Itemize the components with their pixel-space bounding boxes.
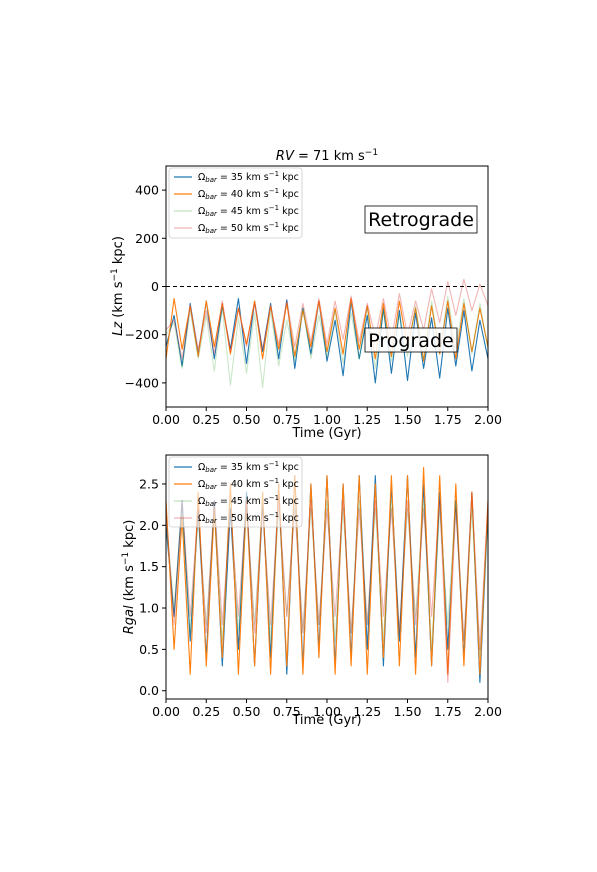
rgal-panel: 0.00 0.25 0.50 0.75 1.00 1.25 1.50 1.75 2.00 0.0…: [121, 454, 502, 728]
lz-panel: RV = 71 km s−1 0.00 0.25 0.50 0.75 1.00 1.25 1…: [110, 148, 502, 441]
lz-y-tick-label: −400: [125, 375, 159, 390]
rgal-x-tick-label: 0.50: [233, 704, 261, 719]
prograde-label: Prograde: [368, 330, 453, 352]
rgal-y-tick-label: 0.5: [139, 642, 159, 657]
lz-x-tick-label: 0.00: [152, 412, 180, 427]
lz-x-ticks: 0.00 0.25 0.50 0.75 1.00 1.25 1.50 1.75 2.00: [152, 407, 502, 427]
retrograde-annotation: Retrograde: [364, 205, 478, 234]
lz-x-tick-label: 0.75: [273, 412, 301, 427]
rgal-y-tick-label: 1.0: [139, 601, 159, 616]
retrograde-label: Retrograde: [368, 209, 474, 231]
rgal-series-line-4: [166, 491, 488, 684]
lz-x-tick-label: 1.25: [353, 412, 381, 427]
rgal-x-tick-label: 1.50: [394, 704, 422, 719]
lz-y-tick-label: 0: [151, 279, 159, 294]
rgal-y-tick-label: 2.0: [139, 518, 159, 533]
rgal-x-tick-label: 0.00: [152, 704, 180, 719]
rgal-xlabel: Time (Gyr): [291, 713, 361, 728]
lz-x-tick-label: 0.25: [192, 412, 220, 427]
lz-y-tick-label: 200: [135, 231, 159, 246]
lz-title: RV = 71 km s−1: [276, 148, 378, 164]
rgal-x-tick-label: 1.75: [434, 704, 462, 719]
rgal-series-group: [166, 466, 488, 684]
lz-ylabel: Lz (km s−1 kpc): [110, 236, 126, 336]
rgal-legend: Ωbar = 35 km s−1 kpc Ωbar = 40 km s−1 kp…: [168, 456, 303, 528]
lz-xlabel: Time (Gyr): [291, 426, 361, 441]
lz-y-ticks: −400 −200 0 200 400: [125, 183, 166, 390]
rgal-series-line-3: [166, 499, 488, 659]
lz-y-tick-label: −200: [125, 327, 159, 342]
rgal-legend-box: [168, 456, 303, 528]
lz-x-tick-label: 2.00: [474, 412, 502, 427]
lz-y-tick-label: 400: [135, 183, 159, 198]
rgal-x-ticks: 0.00 0.25 0.50 0.75 1.00 1.25 1.50 1.75 2.00: [152, 699, 502, 719]
lz-x-tick-label: 1.50: [394, 412, 422, 427]
rgal-x-tick-label: 1.00: [313, 704, 341, 719]
prograde-annotation: Prograde: [364, 327, 458, 353]
lz-x-tick-label: 1.75: [434, 412, 462, 427]
rgal-y-tick-label: 1.5: [139, 559, 159, 574]
lz-legend: Ωbar = 35 km s−1 kpc Ωbar = 40 km s−1 kp…: [168, 167, 303, 239]
retrograde-box: [364, 205, 478, 234]
lz-legend-box: [168, 167, 303, 239]
rgal-x-tick-label: 0.25: [192, 704, 220, 719]
lz-x-tick-label: 1.00: [313, 412, 341, 427]
lz-series-line-2: [166, 298, 488, 362]
rgal-y-tick-label: 0.0: [139, 683, 159, 698]
lz-x-tick-label: 0.50: [233, 412, 261, 427]
lz-series-line-3: [166, 295, 488, 389]
rgal-y-tick-label: 2.5: [139, 476, 159, 491]
rgal-x-tick-label: 2.00: [474, 704, 502, 719]
lz-series-line-4: [166, 278, 488, 360]
rgal-x-tick-label: 1.25: [353, 704, 381, 719]
rgal-ylabel: Rgal (km s−1 kpc): [121, 520, 137, 635]
prograde-box: [364, 327, 458, 353]
rgal-x-tick-label: 0.75: [273, 704, 301, 719]
rgal-y-ticks: 0.0 0.5 1.0 1.5 2.0 2.5: [139, 476, 166, 698]
rgal-series-line-2: [166, 466, 488, 675]
